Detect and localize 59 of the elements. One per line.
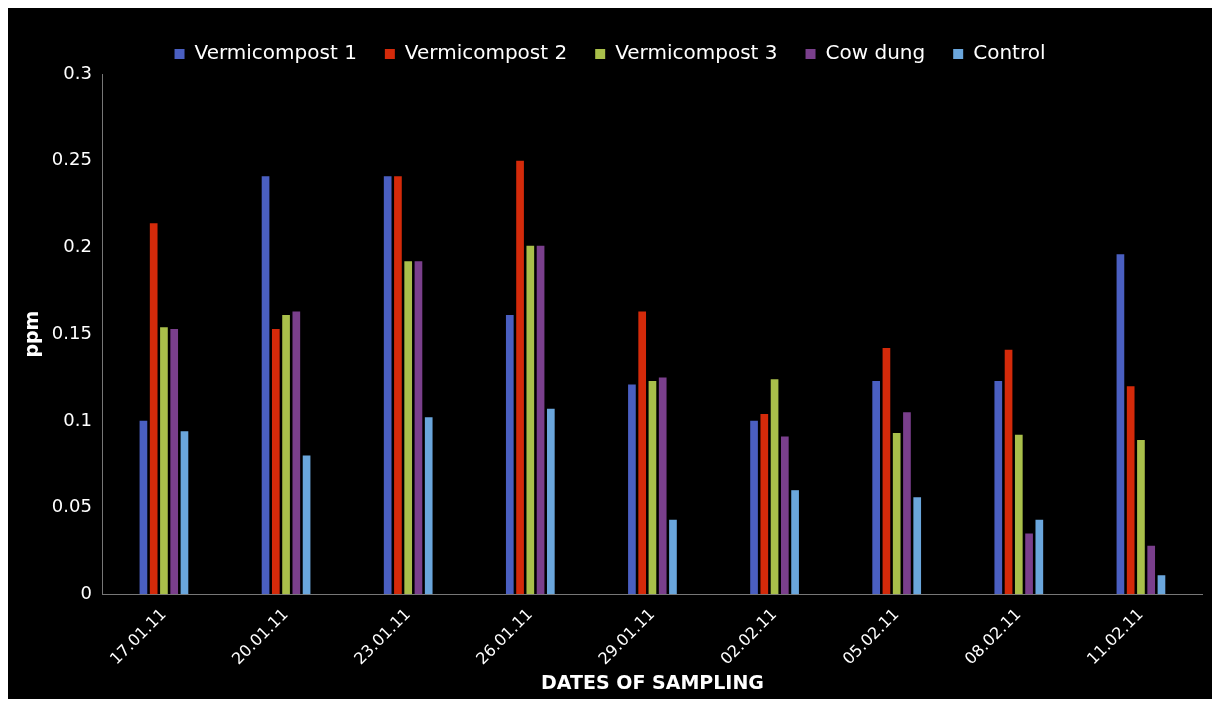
y-tick-label: 0.15 [51,321,92,343]
bar [139,420,148,595]
bar [170,328,179,595]
y-tick-label: 0.25 [51,148,92,170]
bar [1035,519,1044,595]
bar [648,380,657,595]
y-tick-label: 0.3 [63,61,92,83]
bar [892,432,901,595]
y-axis-title: ppm [20,310,43,358]
bar [1157,575,1166,595]
y-tick-label: 0.05 [51,495,92,517]
bar [302,455,311,595]
bar [271,328,280,595]
bar [903,412,911,595]
bar [404,261,413,595]
bar [1147,545,1156,595]
bar [292,311,301,595]
bar [546,408,555,595]
bar [770,379,779,595]
bar [760,413,769,595]
bar [628,384,636,595]
legend-label: Vermicompost 2 [404,40,568,65]
x-axis-title: DATES OF SAMPLING [540,670,764,693]
bar [1004,349,1013,595]
bar [526,245,535,595]
bar [638,311,647,595]
bar [750,420,758,595]
bar [1116,254,1125,595]
y-tick-label: 0.2 [63,235,92,257]
bar [516,160,524,595]
bar [1025,533,1033,595]
legend-label: Control [973,40,1046,65]
bar [282,315,290,595]
bar [424,417,433,595]
legend-label: Cow dung [825,40,926,65]
bar [1137,439,1145,595]
bar [791,490,799,595]
bar [160,327,168,595]
y-tick-label: 0 [80,581,92,603]
legend-label: Vermicompost 3 [615,40,778,65]
bar [994,380,1003,595]
bar [149,223,158,595]
bar [180,431,189,595]
bar [1014,434,1023,595]
legend-label: Vermicompost 1 [194,40,357,65]
bar [536,245,545,595]
bar [414,261,423,595]
bar [669,519,677,595]
bar [505,315,514,595]
bar [261,176,270,595]
bar [780,436,789,595]
bar [383,176,392,595]
y-tick-label: 0.1 [63,408,92,430]
bar [872,380,881,595]
bar [882,347,891,595]
bar [658,377,667,595]
bar [913,497,922,595]
bar [394,176,402,595]
bar [1126,386,1135,595]
